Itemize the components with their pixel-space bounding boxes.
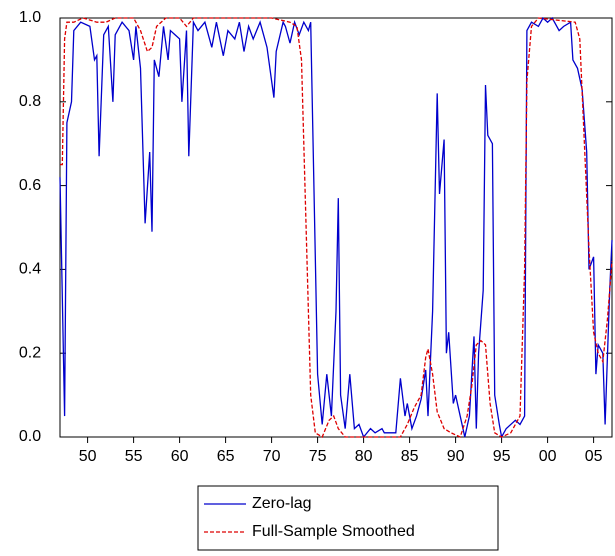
x-tick-label: 05 [585, 448, 603, 465]
legend-label: Zero-lag [252, 495, 312, 512]
legend-box [197, 485, 499, 551]
series-line [60, 17, 613, 438]
x-tick-label: 70 [263, 448, 281, 465]
x-tick-label: 95 [493, 448, 511, 465]
x-tick-label: 90 [447, 448, 465, 465]
legend-label: Full-Sample Smoothed [252, 523, 415, 540]
x-tick-label: 75 [309, 448, 327, 465]
y-tick-label: 1.0 [19, 9, 41, 26]
y-tick-label: 0.8 [19, 93, 41, 110]
x-tick-label: 85 [401, 448, 419, 465]
x-tick-label: 80 [355, 448, 373, 465]
y-tick-label: 0.4 [19, 261, 41, 278]
y-tick-label: 0.0 [19, 428, 41, 445]
x-tick-label: 00 [539, 448, 557, 465]
series-line [59, 16, 613, 439]
x-tick-label: 55 [125, 448, 143, 465]
x-tick-label: 50 [79, 448, 97, 465]
x-tick-label: 60 [171, 448, 189, 465]
y-tick-label: 0.6 [19, 177, 41, 194]
x-tick-label: 65 [217, 448, 235, 465]
y-tick-label: 0.2 [19, 344, 41, 361]
plot-frame [59, 17, 613, 438]
